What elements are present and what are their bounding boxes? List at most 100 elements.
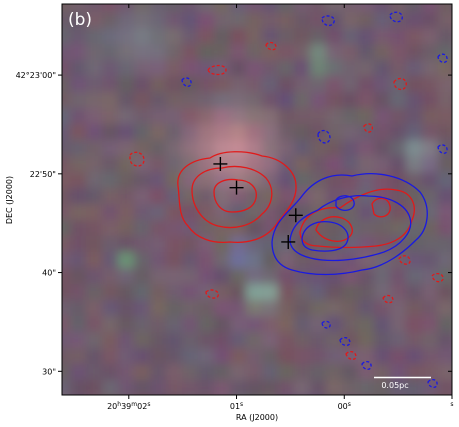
- image-pixel: [278, 12, 294, 28]
- image-pixel: [358, 76, 374, 92]
- source-marker: [213, 156, 228, 171]
- image-pixel: [422, 284, 438, 300]
- image-pixel: [182, 60, 198, 76]
- image-pixel: [214, 204, 230, 220]
- image-pixel: [70, 28, 86, 44]
- image-pixel: [246, 4, 262, 12]
- image-pixel: [134, 236, 150, 252]
- image-pixel: [438, 380, 452, 395]
- image-pixel: [182, 44, 198, 60]
- image-pixel: [214, 92, 230, 108]
- image-pixel: [390, 268, 406, 284]
- image-pixel: [246, 204, 262, 220]
- image-pixel: [358, 4, 374, 12]
- image-pixel: [214, 300, 230, 316]
- red-contour-negative: [205, 289, 219, 299]
- image-pixel: [454, 204, 459, 220]
- image-pixel: [214, 76, 230, 92]
- image-pixel: [294, 4, 310, 12]
- image-pixel: [454, 156, 459, 172]
- image-pixel: [454, 364, 459, 380]
- image-pixel: [454, 44, 459, 60]
- image-pixel: [390, 140, 406, 156]
- image-pixel: [102, 332, 118, 348]
- image-pixel: [342, 284, 358, 300]
- red-contour-negative: [363, 123, 374, 133]
- image-pixel: [150, 172, 166, 188]
- image-pixel: [310, 316, 326, 332]
- image-pixel: [150, 156, 166, 172]
- image-pixel: [438, 124, 452, 140]
- red-contour-negative: [382, 294, 394, 304]
- image-pixel: [166, 364, 182, 380]
- image-pixel: [406, 380, 422, 395]
- y-tick-label: 42°23'00": [16, 71, 56, 80]
- image-pixel: [294, 12, 310, 28]
- image-pixel: [294, 44, 310, 60]
- image-pixel: [214, 396, 230, 412]
- image-pixel: [166, 348, 182, 364]
- image-pixel: [86, 220, 102, 236]
- image-pixel: [422, 380, 438, 395]
- image-pixel: [454, 396, 459, 412]
- image-pixel: [214, 364, 230, 380]
- image-pixel: [342, 44, 358, 60]
- image-pixel: [390, 364, 406, 380]
- image-pixel: [62, 316, 70, 332]
- image-pixel: [390, 172, 406, 188]
- blue-contour-negative: [321, 15, 335, 27]
- image-pixel: [278, 348, 294, 364]
- y-tick-label: 40": [42, 269, 56, 278]
- image-pixel: [358, 300, 374, 316]
- image-pixel: [294, 108, 310, 124]
- blue-contour-negative: [427, 378, 438, 389]
- image-pixel: [102, 4, 118, 12]
- image-pixel: [406, 28, 422, 44]
- image-pixel: [86, 92, 102, 108]
- blue-contour-negative: [361, 360, 372, 371]
- image-pixel: [310, 92, 326, 108]
- image-pixel: [358, 204, 374, 220]
- image-pixel: [102, 348, 118, 364]
- image-pixel: [278, 156, 294, 172]
- image-pixel: [438, 348, 452, 364]
- image-pixel: [198, 220, 214, 236]
- scale-bar-label: 0.05pc: [381, 381, 408, 390]
- image-pixel: [294, 124, 310, 140]
- image-pixel: [326, 140, 342, 156]
- image-pixel: [262, 124, 278, 140]
- image-pixel: [150, 4, 166, 12]
- image-pixel: [70, 316, 86, 332]
- image-pixel: [134, 44, 150, 60]
- image-pixel: [246, 108, 262, 124]
- image-pixel: [214, 28, 230, 44]
- image-pixel: [150, 204, 166, 220]
- image-pixel: [454, 172, 459, 188]
- image-pixel: [62, 188, 70, 204]
- image-pixel: [326, 44, 342, 60]
- image-pixel: [166, 156, 182, 172]
- image-pixel: [342, 108, 358, 124]
- red-contour-negative: [393, 77, 407, 91]
- image-pixel: [182, 4, 198, 12]
- image-pixel: [198, 204, 214, 220]
- image-pixel: [166, 12, 182, 28]
- image-pixel: [374, 236, 390, 252]
- image-pixel: [326, 364, 342, 380]
- image-pixel: [262, 188, 278, 204]
- image-pixel: [310, 300, 326, 316]
- image-pixel: [102, 108, 118, 124]
- y-tick-label: 22'50": [30, 170, 56, 179]
- image-pixel: [150, 396, 166, 412]
- image-pixel: [182, 12, 198, 28]
- image-pixel: [182, 92, 198, 108]
- image-pixel: [214, 348, 230, 364]
- scale-bar: 0.05pc: [374, 376, 431, 390]
- x-tick-label: s: [450, 401, 453, 408]
- image-pixel: [214, 60, 230, 76]
- image-pixel: [118, 12, 134, 28]
- image-pixel: [182, 236, 198, 252]
- image-pixel: [278, 44, 294, 60]
- image-pixel: [422, 300, 438, 316]
- image-pixel: [70, 44, 86, 60]
